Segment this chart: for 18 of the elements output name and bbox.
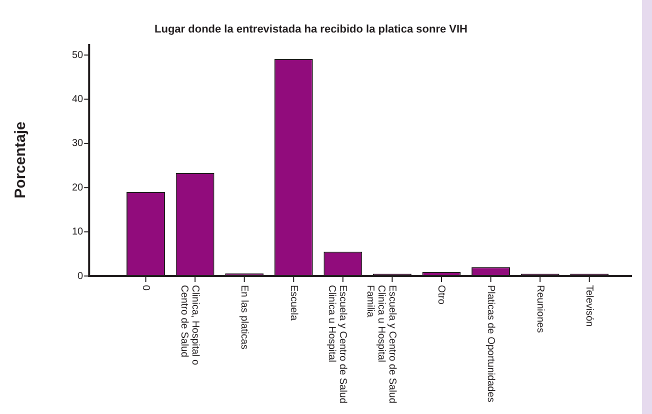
- x-tick-label: Otro: [436, 285, 447, 305]
- x-tick-label: Platicas de Oportunidades: [485, 285, 496, 402]
- y-tick-label: 10: [72, 226, 84, 238]
- x-tick-label: Escuela: [288, 285, 299, 322]
- x-tick-label: Escuela y Centro de Salud Clinica u Hospital: [326, 285, 348, 404]
- y-tick-label: 50: [72, 50, 84, 61]
- y-tick-label: 30: [72, 138, 84, 150]
- y-axis-title: Porcentaje: [12, 122, 30, 198]
- x-tick-label: 0: [140, 285, 152, 291]
- x-tick-label: En las platicas: [238, 285, 250, 350]
- y-tick-label: 0: [78, 270, 84, 282]
- x-tick-label: Clinica, Hospital o Centro de Salud: [178, 285, 200, 366]
- x-tick-label: Escuela y Centro de Salud Clinica u Hospital Familia: [364, 285, 398, 404]
- y-tick-label: 40: [72, 94, 84, 105]
- x-tick-label: Reuniones: [534, 285, 546, 333]
- x-tick-label: Televisón: [584, 285, 595, 327]
- chart-title: Lugar donde la entrevistada ha recibido la platica sonre VIH: [154, 23, 468, 36]
- y-tick-label: 20: [72, 182, 84, 194]
